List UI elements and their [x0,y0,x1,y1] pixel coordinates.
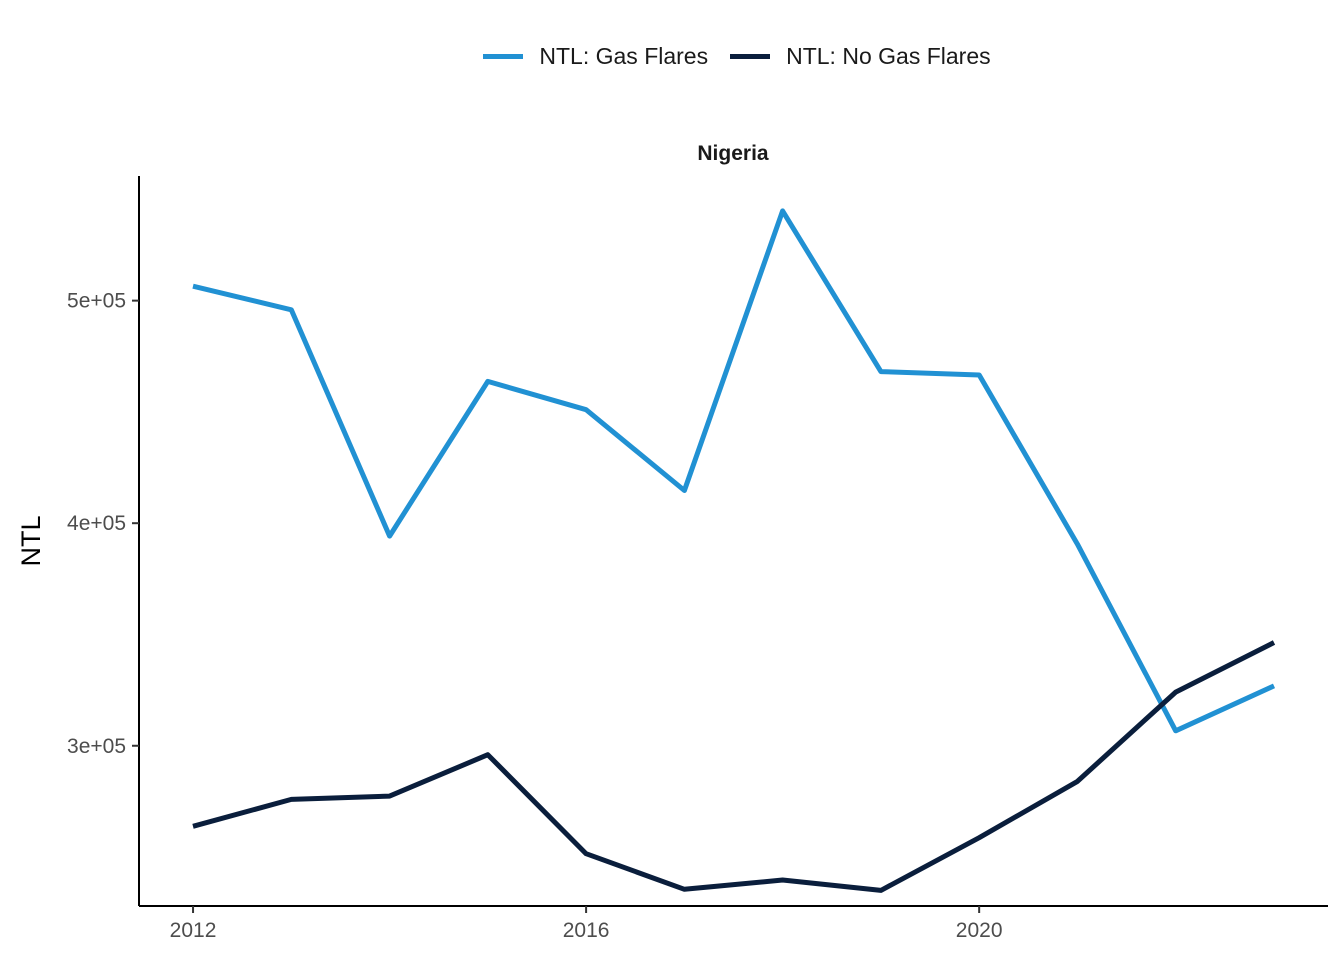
y-tick-label: 5e+05 [67,290,126,313]
legend-item-gas-flares: NTL: Gas Flares [483,43,708,70]
axes: 3e+05 4e+05 5e+05 2012 2016 2020 [67,176,1328,942]
series-line-gas-flares [192,208,1276,734]
series-line-no-gas-flares [192,640,1276,893]
legend-label-gas-flares: NTL: Gas Flares [539,42,709,69]
legend-item-no-gas-flares: NTL: No Gas Flares [730,43,991,70]
y-tick-label: 3e+05 [67,735,126,758]
x-tick-label: 2020 [956,919,1003,942]
y-axis-title: NTL [16,515,46,566]
legend-swatch-gas-flares [483,53,524,59]
legend: NTL: Gas Flares NTL: No Gas Flares [0,38,1344,74]
legend-swatch-no-gas-flares [730,53,771,59]
x-tick-label: 2016 [563,919,610,942]
y-tick-label: 4e+05 [67,512,126,535]
legend-label-no-gas-flares: NTL: No Gas Flares [786,42,991,69]
series-layer [192,208,1276,893]
facet-title: Nigeria [697,142,769,165]
x-tick-label: 2012 [170,919,217,942]
